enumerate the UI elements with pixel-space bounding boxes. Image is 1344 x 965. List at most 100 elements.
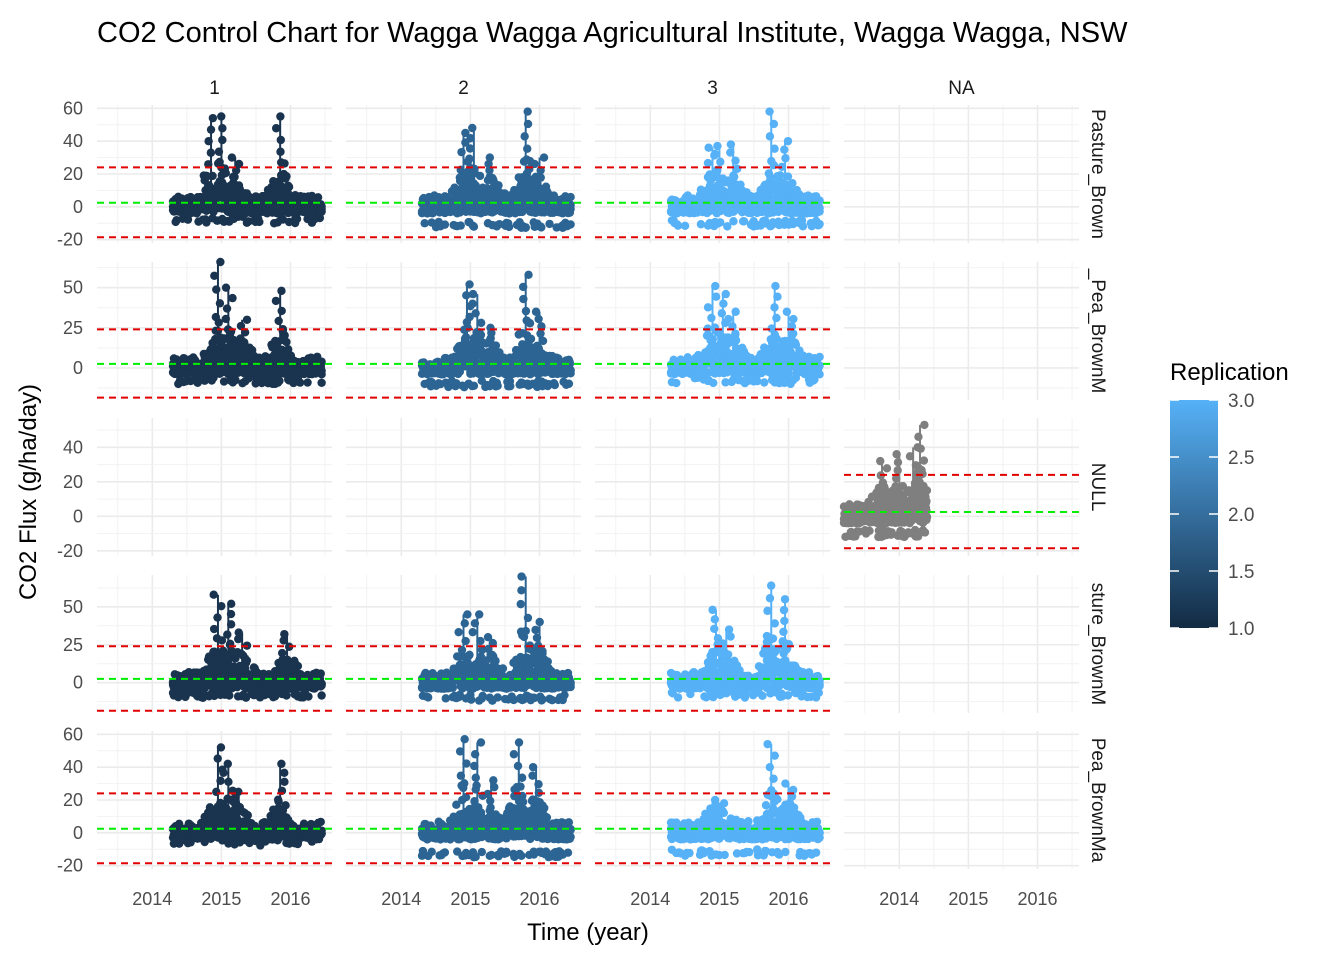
data-point bbox=[566, 205, 574, 213]
y-tick-label: 20 bbox=[63, 790, 83, 810]
data-point bbox=[533, 634, 541, 642]
data-point bbox=[243, 316, 251, 324]
data-point bbox=[294, 662, 302, 670]
y-tick-label: 60 bbox=[63, 98, 83, 118]
y-tick-label: 40 bbox=[63, 437, 83, 457]
data-point bbox=[290, 690, 298, 698]
data-point bbox=[218, 136, 226, 144]
data-point bbox=[216, 258, 224, 266]
x-tick-label: 2014 bbox=[381, 889, 421, 909]
data-point bbox=[463, 610, 471, 618]
chart-title: CO2 Control Chart for Wagga Wagga Agricu… bbox=[97, 17, 1128, 49]
data-point bbox=[227, 600, 235, 608]
data-point bbox=[465, 155, 473, 163]
data-point bbox=[217, 602, 225, 610]
data-point bbox=[277, 136, 285, 144]
data-point bbox=[519, 222, 527, 230]
data-point bbox=[520, 695, 528, 703]
data-point bbox=[226, 641, 234, 649]
data-point bbox=[442, 694, 450, 702]
facet-strip-row-label: Pea_BrownMa bbox=[1087, 738, 1108, 863]
y-tick-label: 25 bbox=[63, 635, 83, 655]
data-point bbox=[441, 848, 449, 856]
facet-panel bbox=[844, 262, 1079, 400]
data-point bbox=[517, 628, 525, 636]
data-point bbox=[424, 693, 432, 701]
facet-strip-row: _Pea_BrownM bbox=[1087, 268, 1108, 394]
facet-strip-row: Pasture_Brown bbox=[1087, 109, 1108, 239]
y-tick-label: -20 bbox=[57, 856, 83, 876]
data-point bbox=[276, 148, 284, 156]
data-point bbox=[466, 144, 474, 152]
data-point bbox=[517, 380, 525, 388]
data-point bbox=[523, 169, 531, 177]
data-point bbox=[256, 841, 264, 849]
data-point bbox=[467, 695, 475, 703]
data-point bbox=[280, 159, 288, 167]
facet-strip-row: sture_BrownM bbox=[1087, 583, 1108, 706]
data-point bbox=[234, 788, 242, 796]
y-tick-label: 50 bbox=[63, 278, 83, 298]
data-point bbox=[457, 221, 465, 229]
data-point bbox=[225, 336, 233, 344]
y-tick-label: 60 bbox=[63, 724, 83, 744]
data-point bbox=[223, 304, 231, 312]
data-point bbox=[272, 124, 280, 132]
data-point bbox=[216, 299, 224, 307]
series-1-row-4 bbox=[97, 591, 332, 711]
data-point bbox=[285, 183, 293, 191]
facet-strip-row: NULL bbox=[1087, 463, 1108, 512]
data-point bbox=[214, 754, 222, 762]
facet-strip-col: 3 bbox=[707, 78, 718, 99]
data-point bbox=[214, 159, 222, 167]
data-point bbox=[470, 382, 478, 390]
data-point bbox=[536, 692, 544, 700]
facet-strip-row-label: NULL bbox=[1087, 463, 1108, 512]
x-tick-label: 2016 bbox=[1018, 889, 1058, 909]
data-point bbox=[552, 223, 560, 231]
data-point bbox=[566, 220, 574, 228]
data-point bbox=[317, 830, 325, 838]
series-2-row-4 bbox=[346, 572, 581, 710]
data-point bbox=[286, 661, 294, 669]
data-point bbox=[317, 370, 325, 378]
data-point bbox=[281, 801, 289, 809]
data-point bbox=[235, 628, 243, 636]
x-tick-label: 2015 bbox=[450, 889, 490, 909]
series-1-row-5 bbox=[97, 743, 332, 863]
data-point bbox=[540, 804, 548, 812]
data-point bbox=[461, 619, 469, 627]
data-point bbox=[280, 769, 288, 777]
y-tick-label: 0 bbox=[73, 673, 83, 693]
data-point bbox=[476, 655, 484, 663]
data-point bbox=[218, 124, 226, 132]
data-point bbox=[212, 313, 220, 321]
data-point bbox=[476, 172, 484, 180]
data-point bbox=[222, 315, 230, 323]
data-point bbox=[486, 153, 494, 161]
data-point bbox=[317, 681, 325, 689]
x-axis-label: Time (year) bbox=[527, 919, 649, 946]
data-point bbox=[271, 337, 279, 345]
x-tick-label: 2016 bbox=[520, 889, 560, 909]
data-point bbox=[317, 669, 325, 677]
data-point bbox=[218, 171, 226, 179]
data-point bbox=[535, 344, 543, 352]
data-point bbox=[209, 648, 217, 656]
data-point bbox=[524, 107, 532, 115]
data-point bbox=[566, 366, 574, 374]
data-point bbox=[539, 337, 547, 345]
data-point bbox=[540, 153, 548, 161]
data-point bbox=[207, 149, 215, 157]
facet-panel bbox=[595, 418, 830, 556]
facet-panel bbox=[844, 105, 1079, 243]
data-point bbox=[469, 628, 477, 636]
data-point bbox=[524, 271, 532, 279]
data-point bbox=[209, 114, 217, 122]
y-tick-label: 40 bbox=[63, 757, 83, 777]
data-point bbox=[278, 649, 286, 657]
data-point bbox=[207, 125, 215, 133]
data-point bbox=[536, 380, 544, 388]
data-point bbox=[280, 630, 288, 638]
data-point bbox=[531, 626, 539, 634]
